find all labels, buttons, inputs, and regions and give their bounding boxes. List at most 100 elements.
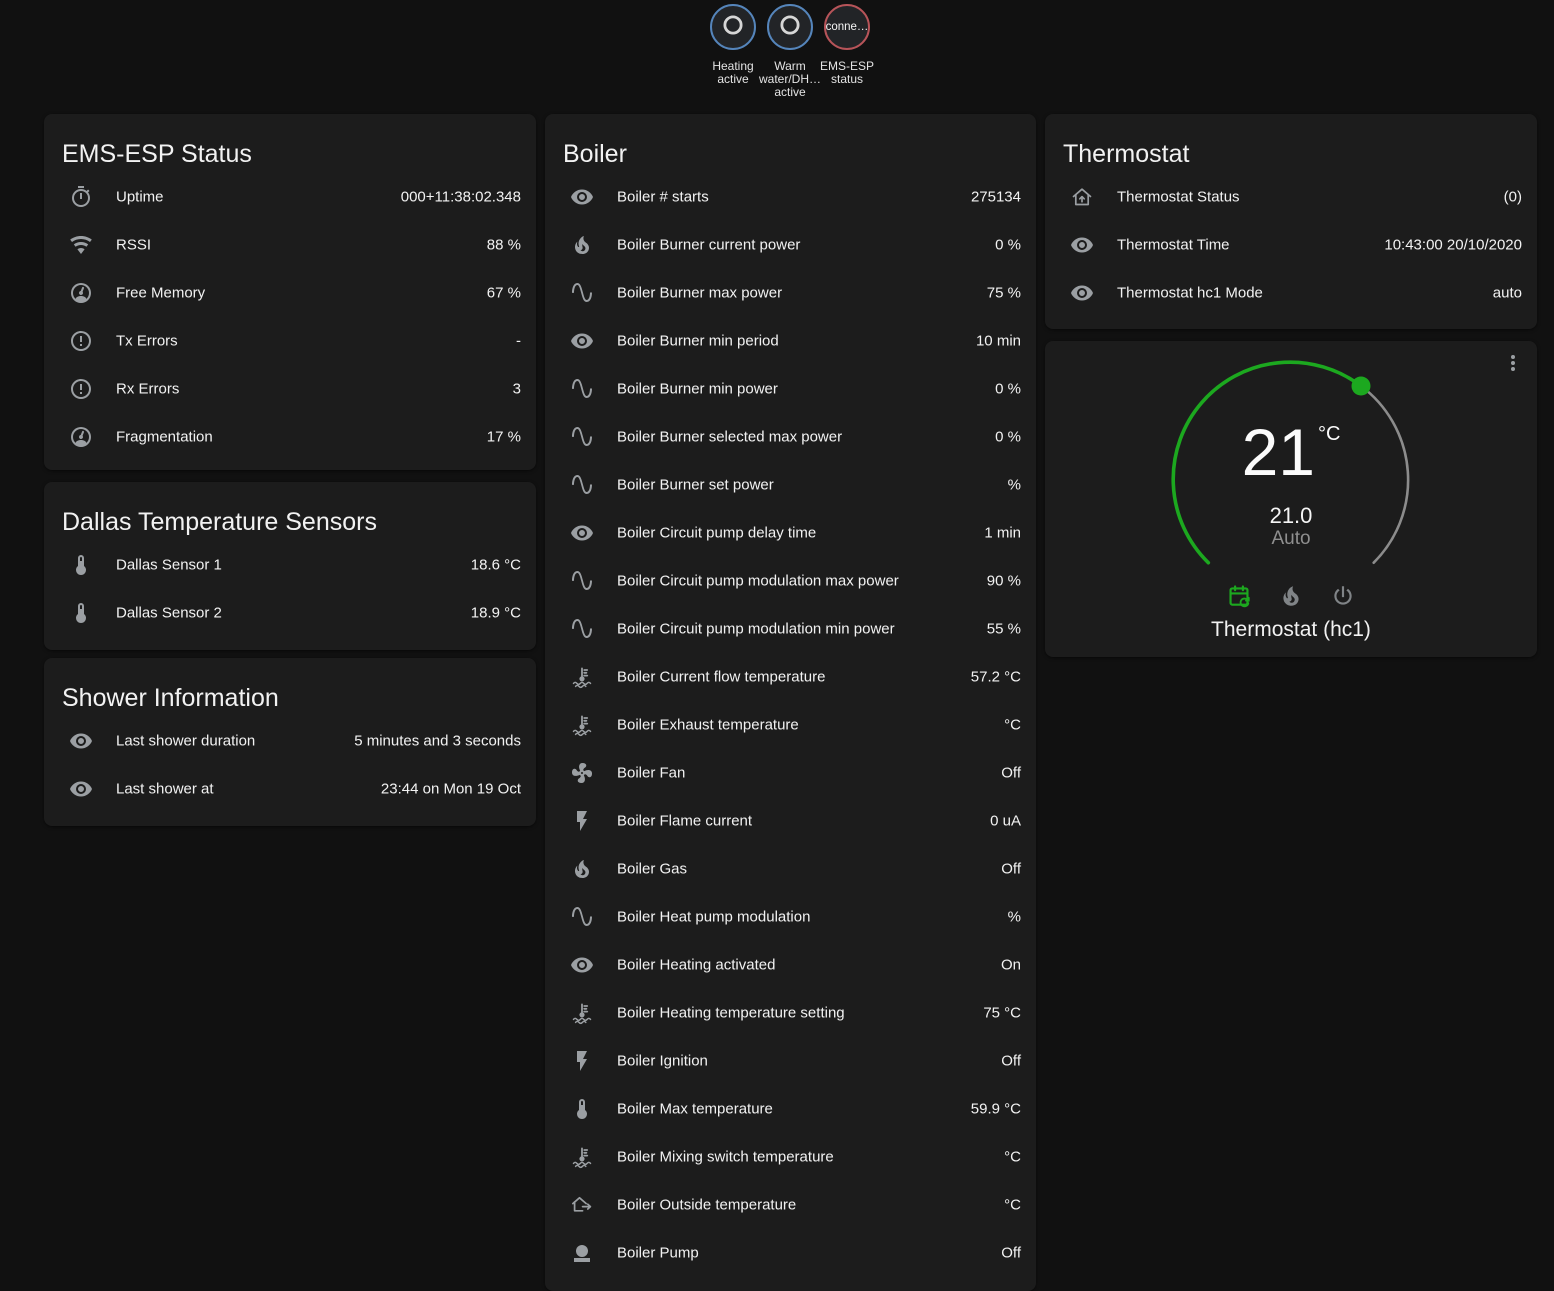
entity-row[interactable]: Boiler Exhaust temperature °C: [545, 701, 1036, 749]
entity-row[interactable]: Thermostat Status (0): [1045, 173, 1537, 221]
sine-icon: [570, 617, 594, 641]
entity-row[interactable]: Dallas Sensor 1 18.6 °C: [44, 541, 536, 589]
entity-label: Boiler Gas: [617, 860, 688, 878]
entity-value: 0 %: [995, 380, 1021, 398]
entity-value: 3: [512, 380, 521, 398]
entity-value: 18.6 °C: [470, 556, 521, 574]
eye-icon: [570, 185, 594, 209]
entity-row[interactable]: Free Memory 67 %: [44, 269, 536, 317]
entity-row[interactable]: Boiler Fan Off: [545, 749, 1036, 797]
entity-row[interactable]: Boiler Burner max power 75 %: [545, 269, 1036, 317]
entity-value: Off: [1001, 1244, 1021, 1262]
entity-label: Boiler Outside temperature: [617, 1196, 797, 1214]
entity-label: Boiler Circuit pump modulation min power: [617, 620, 895, 638]
sine-icon: [570, 569, 594, 593]
entity-row[interactable]: Boiler Burner min period 10 min: [545, 317, 1036, 365]
entity-row[interactable]: Boiler Max temperature 59.9 °C: [545, 1085, 1036, 1133]
mode-buttons: [1045, 583, 1537, 609]
entity-label: Boiler Burner min period: [617, 332, 779, 350]
entity-value: auto: [1492, 284, 1522, 302]
entity-label: Boiler Burner selected max power: [617, 428, 843, 446]
card-title: Dallas Temperature Sensors: [62, 508, 377, 536]
gauge-icon: [69, 425, 93, 449]
entity-value: °C: [1004, 716, 1021, 734]
badge-ems-esp-status[interactable]: conne… EMS-ESP status: [820, 4, 874, 104]
entity-row[interactable]: Boiler Pump Off: [545, 1229, 1036, 1277]
entity-value: -: [516, 332, 521, 350]
entity-label: Boiler Fan: [617, 764, 686, 782]
entity-row[interactable]: Boiler Burner set power%: [545, 461, 1036, 509]
flame-icon[interactable]: [1278, 583, 1304, 609]
entity-row[interactable]: Boiler Burner current power 0 %: [545, 221, 1036, 269]
eye-icon: [570, 329, 594, 353]
entity-value: 59.9 °C: [970, 1100, 1021, 1118]
entity-label: Boiler Mixing switch temperature: [617, 1148, 834, 1166]
entity-label: RSSI: [116, 236, 152, 254]
calendar-sync-icon[interactable]: [1226, 583, 1252, 609]
entity-value: 10 min: [975, 332, 1021, 350]
entity-label: Thermostat Time: [1117, 236, 1230, 254]
card-thermostat-dial: 21 °C 21.0 Auto Thermostat (hc1): [1045, 341, 1537, 657]
entity-row[interactable]: Boiler Flame current 0 uA: [545, 797, 1036, 845]
entity-row[interactable]: Uptime 000+11:38:02.348: [44, 173, 536, 221]
entity-value: °C: [1004, 1196, 1021, 1214]
entity-row[interactable]: Boiler Circuit pump modulation max power…: [545, 557, 1036, 605]
entity-label: Boiler Heating activated: [617, 956, 776, 974]
entity-row[interactable]: Tx Errors -: [44, 317, 536, 365]
card-dallas-sensors: Dallas Temperature Sensors Dallas Sensor…: [44, 482, 536, 650]
entity-row[interactable]: Last shower at 23:44 on Mon 19 Oct: [44, 765, 536, 813]
temperature-unit: °C: [1317, 423, 1341, 445]
entity-row[interactable]: Boiler Burner min power 0 %: [545, 365, 1036, 413]
eye-icon: [69, 729, 93, 753]
badge-circle: conne…: [824, 4, 870, 50]
sine-icon: [570, 905, 594, 929]
entity-row[interactable]: Boiler Circuit pump modulation min power…: [545, 605, 1036, 653]
entity-row[interactable]: Dallas Sensor 2 18.9 °C: [44, 589, 536, 637]
entity-value: 75 %: [986, 284, 1021, 302]
entity-value: 0 %: [995, 236, 1021, 254]
dial-active-arc: [1171, 360, 1363, 565]
dots-vertical-icon[interactable]: [1501, 351, 1525, 375]
eye-icon: [1070, 233, 1094, 257]
badge-heating-active[interactable]: Heating active: [710, 4, 756, 104]
coolant-icon: [570, 1145, 594, 1169]
entity-label: Boiler Burner set power: [617, 476, 774, 494]
power-icon[interactable]: [1330, 583, 1356, 609]
entity-row[interactable]: Boiler Heating activated On: [545, 941, 1036, 989]
entity-row[interactable]: Thermostat hc1 Mode auto: [1045, 269, 1537, 317]
entity-value: Off: [1001, 860, 1021, 878]
badge-state-text: conne…: [825, 21, 869, 33]
entity-value: 75 °C: [983, 1004, 1021, 1022]
entity-row[interactable]: Boiler Current flow temperature 57.2 °C: [545, 653, 1036, 701]
thermostat-dial: [1171, 360, 1410, 565]
home-arrow-icon: [1070, 185, 1094, 209]
entity-value: %: [1007, 476, 1021, 494]
entity-row[interactable]: Boiler Outside temperature °C: [545, 1181, 1036, 1229]
entity-label: Boiler # starts: [617, 188, 709, 206]
entity-value: (0): [1503, 188, 1522, 206]
entity-row[interactable]: RSSI 88 %: [44, 221, 536, 269]
entity-row[interactable]: Boiler # starts 275134: [545, 173, 1036, 221]
entity-row[interactable]: Rx Errors 3: [44, 365, 536, 413]
entity-row[interactable]: Boiler Burner selected max power 0 %: [545, 413, 1036, 461]
entity-row[interactable]: Boiler Heat pump modulation%: [545, 893, 1036, 941]
entity-row[interactable]: Boiler Heating temperature setting 75 °C: [545, 989, 1036, 1037]
entity-value: 0 uA: [990, 812, 1021, 830]
coolant-icon: [570, 1001, 594, 1025]
dial-handle[interactable]: [1351, 376, 1371, 396]
fire-icon: [570, 233, 594, 257]
coolant-icon: [570, 713, 594, 737]
entity-row[interactable]: Boiler Circuit pump delay time 1 min: [545, 509, 1036, 557]
entity-row[interactable]: Boiler Mixing switch temperature °C: [545, 1133, 1036, 1181]
entity-row[interactable]: Fragmentation 17 %: [44, 413, 536, 461]
entity-row[interactable]: Last shower duration 5 minutes and 3 seco…: [44, 717, 536, 765]
badge-warm-water-active[interactable]: Warm water/DH… active: [759, 4, 821, 104]
eye-icon: [570, 953, 594, 977]
badge-label: EMS-ESP status: [819, 59, 874, 86]
entity-row[interactable]: Boiler Gas Off: [545, 845, 1036, 893]
entity-row[interactable]: Boiler Ignition Off: [545, 1037, 1036, 1085]
entity-value: On: [1000, 956, 1021, 974]
entity-row[interactable]: Thermostat Time 10:43:00 20/10/2020: [1045, 221, 1537, 269]
entity-label: Uptime: [116, 188, 164, 206]
badge-circle: [767, 4, 813, 50]
